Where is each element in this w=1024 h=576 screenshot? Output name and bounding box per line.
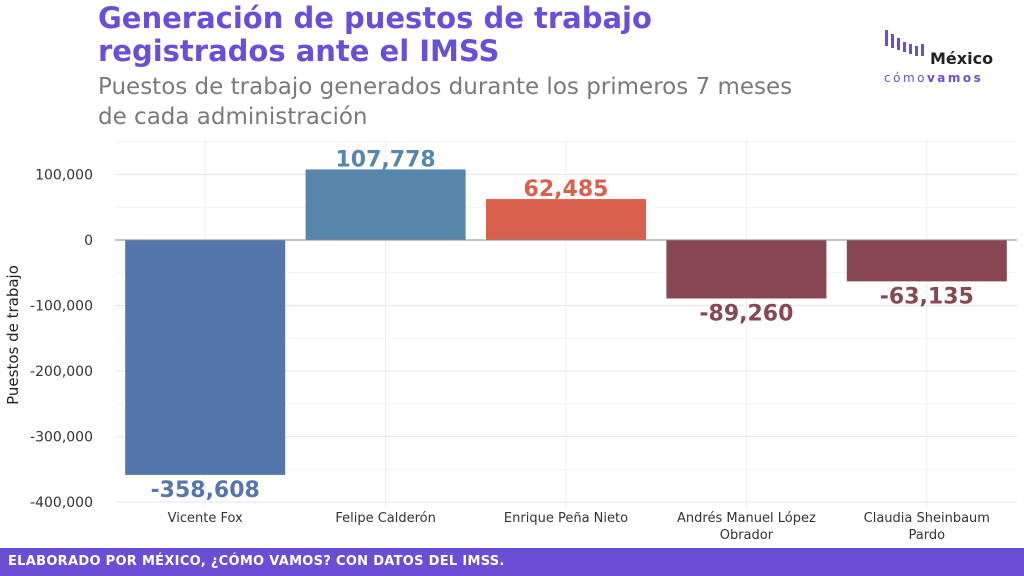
bar-logo-icon	[885, 30, 924, 56]
bar	[846, 240, 1007, 282]
data-label: -358,608	[151, 478, 260, 503]
y-axis-label: Puestos de trabajo	[4, 265, 22, 405]
chart-subtitle: Puestos de trabajo generados durante los…	[98, 74, 793, 130]
bar-chart: 100,000 0 -100,000 -200,000 -300,000 -400,000…	[30, 139, 1017, 543]
bar	[666, 240, 827, 299]
x-tick-label: Obrador	[720, 528, 774, 543]
logo: México cómovamos	[882, 26, 1012, 86]
y-tick-label: 0	[84, 233, 93, 249]
y-tick-label: 100,000	[35, 168, 93, 184]
footer-credit: ELABORADO POR MÉXICO, ¿CÓMO VAMOS? CON D…	[0, 548, 1024, 576]
bar	[305, 169, 466, 240]
x-tick-label: Enrique Peña Nieto	[504, 511, 628, 526]
chart-title: Generación de puestos de trabajo registr…	[98, 1, 652, 68]
y-tick-label: -400,000	[30, 495, 93, 511]
y-tick-label: -200,000	[30, 364, 93, 380]
bar	[125, 240, 286, 475]
bar	[486, 199, 646, 240]
x-tick-label: Pardo	[909, 528, 946, 543]
y-tick-label: -100,000	[30, 299, 93, 315]
data-label: 107,778	[335, 147, 435, 172]
data-label: -63,135	[880, 284, 974, 309]
data-label: -89,260	[699, 301, 793, 326]
x-tick-label: Andrés Manuel López	[677, 511, 816, 526]
y-tick-label: -300,000	[30, 430, 93, 446]
logo-tagline: cómovamos	[884, 71, 984, 85]
x-tick-label: Claudia Sheinbaum	[864, 511, 990, 526]
x-tick-label: Vicente Fox	[168, 511, 243, 526]
data-label: 62,485	[524, 177, 609, 202]
x-tick-label: Felipe Calderón	[335, 511, 436, 526]
logo-name: México	[930, 49, 994, 68]
svg-text:Puestos de trabajo: Puestos de trabajo	[4, 265, 22, 405]
